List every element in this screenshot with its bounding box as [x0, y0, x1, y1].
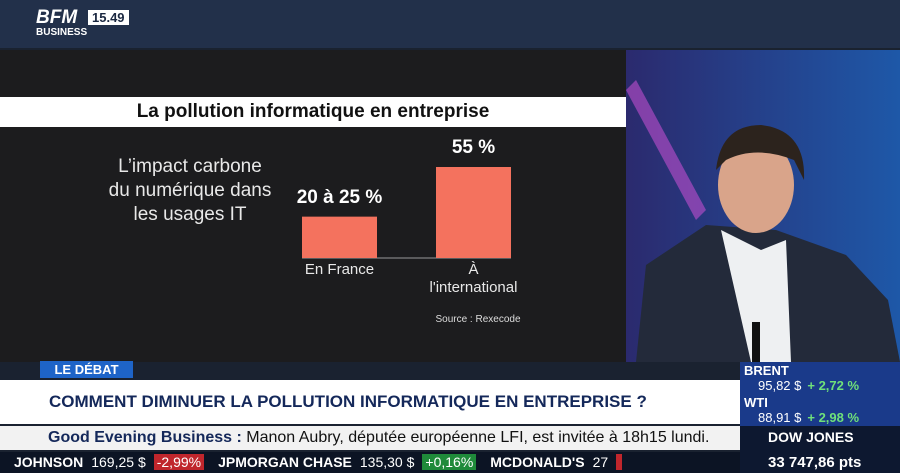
value-label: 20 à 25 % [296, 186, 383, 208]
market: BRENT 95,82 $ + 2,72 % [740, 362, 900, 394]
index-name: DOW JONES [768, 429, 854, 445]
ticker-band [0, 426, 740, 450]
subtitle-line: les usages IT [133, 204, 247, 225]
market-name: WTI [744, 395, 768, 410]
bar [436, 167, 511, 258]
category-label: À l'international [429, 261, 518, 296]
market-price: 95,82 $ [758, 378, 802, 393]
ticker-text: Manon Aubry, députée européenne LFI, est… [246, 429, 710, 446]
stock-name: JPMORGAN CHASE [218, 454, 352, 470]
stock-price: 135,30 $ [359, 454, 415, 470]
logo-sub: BUSINESS [36, 27, 88, 38]
market-change: + 2,72 % [807, 378, 860, 393]
stock-change: +0,16% [422, 454, 477, 470]
subtitle-line: L’impact carbone [118, 156, 262, 177]
ticker: Good Evening Business : Manon Aubry, dép… [48, 426, 709, 450]
stock-price: 27 [592, 454, 609, 470]
headline: COMMENT DIMINUER LA POLLUTION INFORMATIQ… [49, 392, 647, 411]
show-name: Good Evening Business : [48, 429, 242, 446]
studio [626, 50, 900, 362]
headline-band [0, 380, 740, 424]
market-change: + 2,98 % [807, 410, 860, 425]
market-price: 88,91 $ [758, 410, 802, 425]
stock-name: JOHNSON [14, 454, 84, 470]
chart-title: La pollution informatique en entreprise [136, 101, 490, 122]
market-name: BRENT [744, 363, 789, 378]
stock-change: -2,99% [153, 454, 205, 470]
value-label: 55 % [451, 137, 496, 158]
subtitle-line: du numérique dans [108, 180, 272, 201]
plot [302, 167, 511, 259]
stock-name: MCDONALD'S [490, 454, 585, 470]
stock-ticker: JOHNSON 169,25 $ -2,99% JPMORGAN CHASE 135,3… [0, 452, 740, 473]
chart-title-band [0, 97, 626, 127]
index-box [740, 426, 900, 473]
top-bar [0, 0, 900, 48]
market: WTI 88,91 $ + 2,98 % [740, 394, 900, 426]
markets: BRENT 95,82 $ + 2,72 % WTI 88,91 $ + 2,98 % [740, 362, 900, 426]
bar [302, 216, 377, 258]
source: Source : Rexecode [435, 314, 521, 325]
stock-change [616, 454, 623, 470]
clock: 15.49 [88, 10, 129, 25]
tag: LE DÉBAT [40, 361, 133, 378]
chart-subtitle: L’impact carbone du numérique dans les usa… [90, 155, 290, 227]
logo: BFM [36, 7, 78, 28]
category-label: En France [304, 261, 375, 278]
stock-price: 169,25 $ [91, 454, 146, 470]
index-value: 33 747,86 pts [768, 454, 862, 471]
